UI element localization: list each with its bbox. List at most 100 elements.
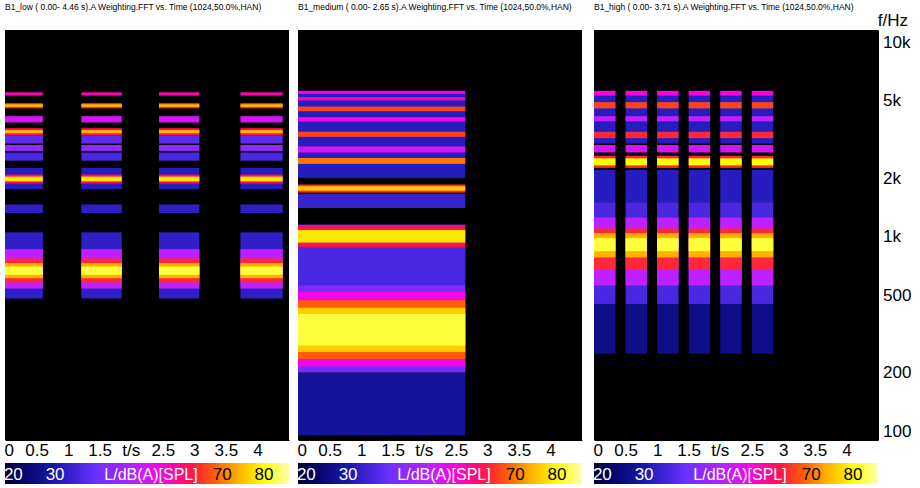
spectrogram-cell: [626, 170, 647, 202]
x-tick-label: 3.5: [804, 441, 828, 460]
x-axis: 00.511.52.533.54: [298, 440, 583, 460]
colorbar-axis: 20307080L/dB(A)[SPL]: [593, 465, 863, 484]
y-axis-title: f/Hz: [878, 11, 908, 30]
spectrogram-cell: [594, 158, 615, 165]
y-tick-label: 100: [883, 422, 911, 441]
spectrogram-cell: [752, 202, 773, 304]
y-tick-label: 200: [883, 363, 911, 382]
cells: [594, 91, 773, 354]
plot-background: [5, 30, 289, 440]
y-tick: 10k: [878, 33, 911, 52]
spectrogram-cell: [240, 104, 282, 107]
spectrogram-cell: [594, 202, 615, 304]
spectrogram-cell: [5, 152, 43, 160]
x-tick-label: 3: [483, 441, 492, 460]
spectrogram-cell: [720, 145, 741, 152]
spectrogram-cell: [5, 145, 43, 151]
spectrogram-cell: [626, 156, 647, 168]
spectrogram-cell: [594, 170, 615, 202]
x-tick-label: 0.5: [614, 441, 638, 460]
spectrogram-cell: [159, 136, 199, 144]
spectrogram-cell: [626, 132, 647, 138]
panel: B1_low ( 0.00- 4.46 s).A Weighting.FFT v…: [4, 2, 290, 484]
spectrogram-cell: [752, 91, 773, 96]
spectrogram-cell: [657, 158, 678, 165]
colorbar-tick-label: 30: [635, 465, 654, 484]
x-tick-label: 0.5: [25, 441, 49, 460]
spectrogram-cell: [240, 92, 282, 95]
spectrogram-cell: [594, 92, 615, 143]
spectrogram-cell: [752, 238, 773, 251]
spectrogram-cell: [594, 116, 615, 121]
x-tick: 1: [64, 440, 73, 460]
x-tick: 3: [779, 440, 788, 460]
spectrogram-cell: [298, 186, 465, 190]
x-axis-title: t/s: [122, 441, 140, 460]
spectrogram-cell: [298, 91, 465, 178]
spectrogram-cell: [159, 204, 199, 213]
spectrogram-cell: [81, 249, 121, 288]
x-tick: 0.5: [318, 440, 342, 460]
spectrogram-cell: [657, 233, 678, 257]
plot-background: [298, 30, 582, 440]
colorbar-tick-label: 20: [297, 465, 316, 484]
spectrogram-cell: [720, 92, 741, 143]
spectrogram-cell: [657, 116, 678, 121]
x-tick: 3.5: [804, 440, 828, 460]
spectrogram-cell: [752, 132, 773, 138]
spectrogram-cell: [81, 92, 121, 95]
spectrogram-cell: [720, 238, 741, 251]
spectrogram-cell: [5, 168, 43, 189]
x-tick: 2.5: [444, 440, 468, 460]
colorbar-tick-label: 70: [213, 465, 232, 484]
colorbar-tick-label: 70: [802, 465, 821, 484]
x-tick: 1.5: [381, 440, 405, 460]
spectrogram-cell: [689, 218, 710, 286]
spectrogram-cell: [5, 249, 43, 288]
x-tick-label: 4: [253, 441, 262, 460]
spectrogram-cell: [81, 232, 121, 298]
x-tick: 0: [594, 440, 603, 460]
spectrogram-cell: [298, 300, 465, 359]
x-tick: 2.5: [151, 440, 175, 460]
spectrogram-cell: [594, 233, 615, 257]
spectrogram-cell: [594, 238, 615, 251]
y-axis: 1002005001k2k5k10k: [878, 31, 911, 442]
spectrogram-cell: [626, 233, 647, 257]
y-tick: 5k: [878, 91, 901, 110]
spectrogram-cell: [689, 116, 710, 121]
spectrogram-cell: [5, 128, 43, 135]
y-tick: 200: [878, 363, 911, 382]
spectrogram-cell: [689, 145, 710, 152]
spectrogram-cell: [298, 308, 465, 352]
spectrogram-cell: [5, 92, 43, 95]
spectrogram-cell: [159, 152, 199, 160]
spectrogram-cell: [159, 175, 199, 184]
spectrogram-cell: [240, 128, 282, 135]
spectrogram-cell: [752, 233, 773, 257]
spectrogram-cell: [159, 249, 199, 288]
spectrogram-cell: [5, 204, 43, 213]
spectrogram-cell: [159, 116, 199, 122]
spectrogram-cell: [159, 92, 199, 95]
colorbar-title: L/dB(A)[SPL]: [397, 466, 490, 483]
x-tick: 1: [357, 440, 366, 460]
spectrogram-cell: [626, 92, 647, 143]
spectrogram-cell: [594, 304, 615, 354]
spectrogram-cell: [298, 225, 465, 373]
spectrogram-cell: [81, 204, 121, 213]
spectrogram-cell: [298, 184, 465, 192]
spectrogram-cell: [689, 170, 710, 202]
spectrogram-cell: [626, 91, 647, 96]
cells: [298, 91, 465, 436]
colorbar-tick-label: 70: [506, 465, 525, 484]
cells: [5, 92, 283, 298]
y-tick-label: 500: [883, 286, 911, 305]
x-tick-label: 3.5: [215, 441, 239, 460]
colorbar-axis: 20307080L/dB(A)[SPL]: [297, 465, 567, 484]
spectrogram-cell: [81, 104, 121, 107]
x-tick-label: 1: [64, 441, 73, 460]
spectrogram-cell: [657, 202, 678, 304]
spectrogram-cell: [689, 233, 710, 257]
spectrogram-cell: [298, 373, 465, 436]
